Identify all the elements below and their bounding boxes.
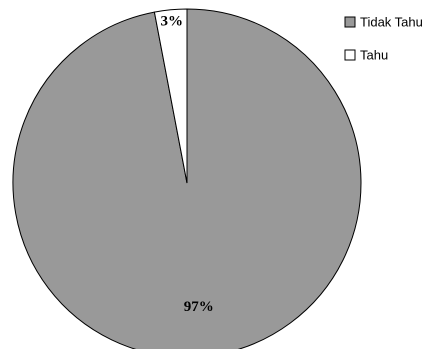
data-label-tahu: 3% xyxy=(161,13,184,29)
pie-slice-tahu xyxy=(153,8,188,184)
legend-label-tidak-tahu: Tidak Tahu xyxy=(360,15,423,30)
legend-swatch-tahu xyxy=(344,49,356,61)
legend: Tidak Tahu Tahu xyxy=(344,15,423,63)
pie-labels: 97% 3% xyxy=(161,13,214,315)
legend-swatch-tidak-tahu xyxy=(344,16,356,28)
legend-label-tahu: Tahu xyxy=(360,48,388,63)
data-label-tidak-tahu: 97% xyxy=(184,299,214,315)
pie-slices xyxy=(12,8,362,349)
